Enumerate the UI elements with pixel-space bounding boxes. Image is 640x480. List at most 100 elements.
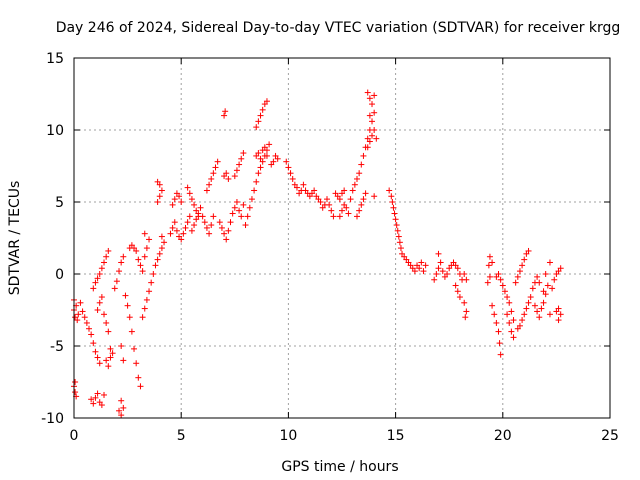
data-point xyxy=(156,193,163,200)
data-point xyxy=(139,268,146,275)
x-tick-label: 25 xyxy=(601,428,619,444)
x-tick-label: 15 xyxy=(387,428,405,444)
data-point xyxy=(311,187,318,194)
data-point xyxy=(83,319,90,326)
data-point xyxy=(107,354,114,361)
data-points xyxy=(71,89,564,419)
data-point xyxy=(137,383,144,390)
data-point xyxy=(118,397,125,404)
data-point xyxy=(109,350,116,357)
data-point xyxy=(96,299,103,306)
data-point xyxy=(274,155,281,162)
x-axis-label: GPS time / hours xyxy=(281,459,398,475)
data-point xyxy=(208,222,215,229)
data-point xyxy=(143,245,150,252)
data-point xyxy=(489,259,496,266)
data-point xyxy=(169,224,176,231)
data-point xyxy=(197,204,204,211)
data-point xyxy=(525,299,532,306)
data-point xyxy=(92,348,99,355)
data-point xyxy=(141,230,148,237)
axis-ticks xyxy=(73,57,611,419)
data-point xyxy=(88,331,95,338)
data-point xyxy=(328,207,335,214)
data-point xyxy=(354,175,361,182)
data-point xyxy=(371,193,378,200)
data-point xyxy=(389,199,396,205)
data-point xyxy=(238,155,245,162)
data-point xyxy=(135,374,142,381)
data-point xyxy=(544,282,551,289)
data-point xyxy=(233,199,240,205)
data-point xyxy=(242,222,249,229)
data-point xyxy=(420,268,427,275)
data-point xyxy=(463,308,470,315)
data-point xyxy=(394,227,401,234)
data-point xyxy=(364,144,371,151)
data-point xyxy=(270,158,277,165)
data-point xyxy=(81,314,88,321)
data-point xyxy=(222,108,229,115)
data-point xyxy=(536,314,543,321)
data-point xyxy=(176,193,183,200)
plot-frame xyxy=(73,57,611,419)
data-point xyxy=(323,196,330,203)
data-point xyxy=(105,247,112,254)
data-point xyxy=(103,253,110,260)
data-point xyxy=(94,390,101,397)
data-point xyxy=(173,227,180,234)
data-point xyxy=(118,259,125,266)
data-point xyxy=(240,201,247,208)
data-point xyxy=(538,305,545,312)
data-point xyxy=(555,305,562,312)
x-tick-label: 20 xyxy=(494,428,512,444)
data-point xyxy=(371,127,378,133)
data-point xyxy=(92,279,99,286)
data-point xyxy=(94,354,101,361)
data-point xyxy=(493,319,500,326)
data-point xyxy=(131,345,138,352)
data-point xyxy=(516,322,523,329)
data-point xyxy=(223,236,230,243)
data-point xyxy=(418,259,425,266)
data-point xyxy=(246,204,253,211)
data-point xyxy=(206,230,213,237)
data-point xyxy=(508,328,515,335)
data-point xyxy=(557,311,564,318)
data-point xyxy=(133,360,140,367)
data-point xyxy=(462,314,469,321)
data-point xyxy=(525,247,532,254)
data-point xyxy=(496,340,503,347)
data-point xyxy=(527,294,534,301)
data-point xyxy=(358,201,365,208)
data-point xyxy=(118,412,125,419)
data-point xyxy=(485,262,492,269)
data-point xyxy=(206,181,213,188)
data-point xyxy=(360,196,367,203)
data-point xyxy=(506,299,513,306)
data-point xyxy=(341,187,348,194)
data-point xyxy=(210,213,217,220)
data-point xyxy=(188,196,195,203)
data-point xyxy=(92,394,99,401)
data-point xyxy=(154,199,161,205)
data-point xyxy=(199,213,206,220)
data-point xyxy=(506,319,513,326)
data-point xyxy=(171,196,178,203)
data-point xyxy=(178,236,185,243)
data-point xyxy=(345,210,352,217)
y-tick-label: 10 xyxy=(46,123,64,139)
x-tick-label: 0 xyxy=(70,428,79,444)
data-point xyxy=(218,224,225,231)
data-point xyxy=(158,187,165,194)
data-point xyxy=(484,279,491,286)
data-point xyxy=(120,404,127,411)
data-point xyxy=(373,135,380,142)
data-point xyxy=(435,250,442,257)
data-point xyxy=(257,112,264,119)
data-point xyxy=(461,299,468,306)
data-point xyxy=(392,216,399,223)
data-point xyxy=(259,106,266,113)
data-point xyxy=(437,259,444,266)
